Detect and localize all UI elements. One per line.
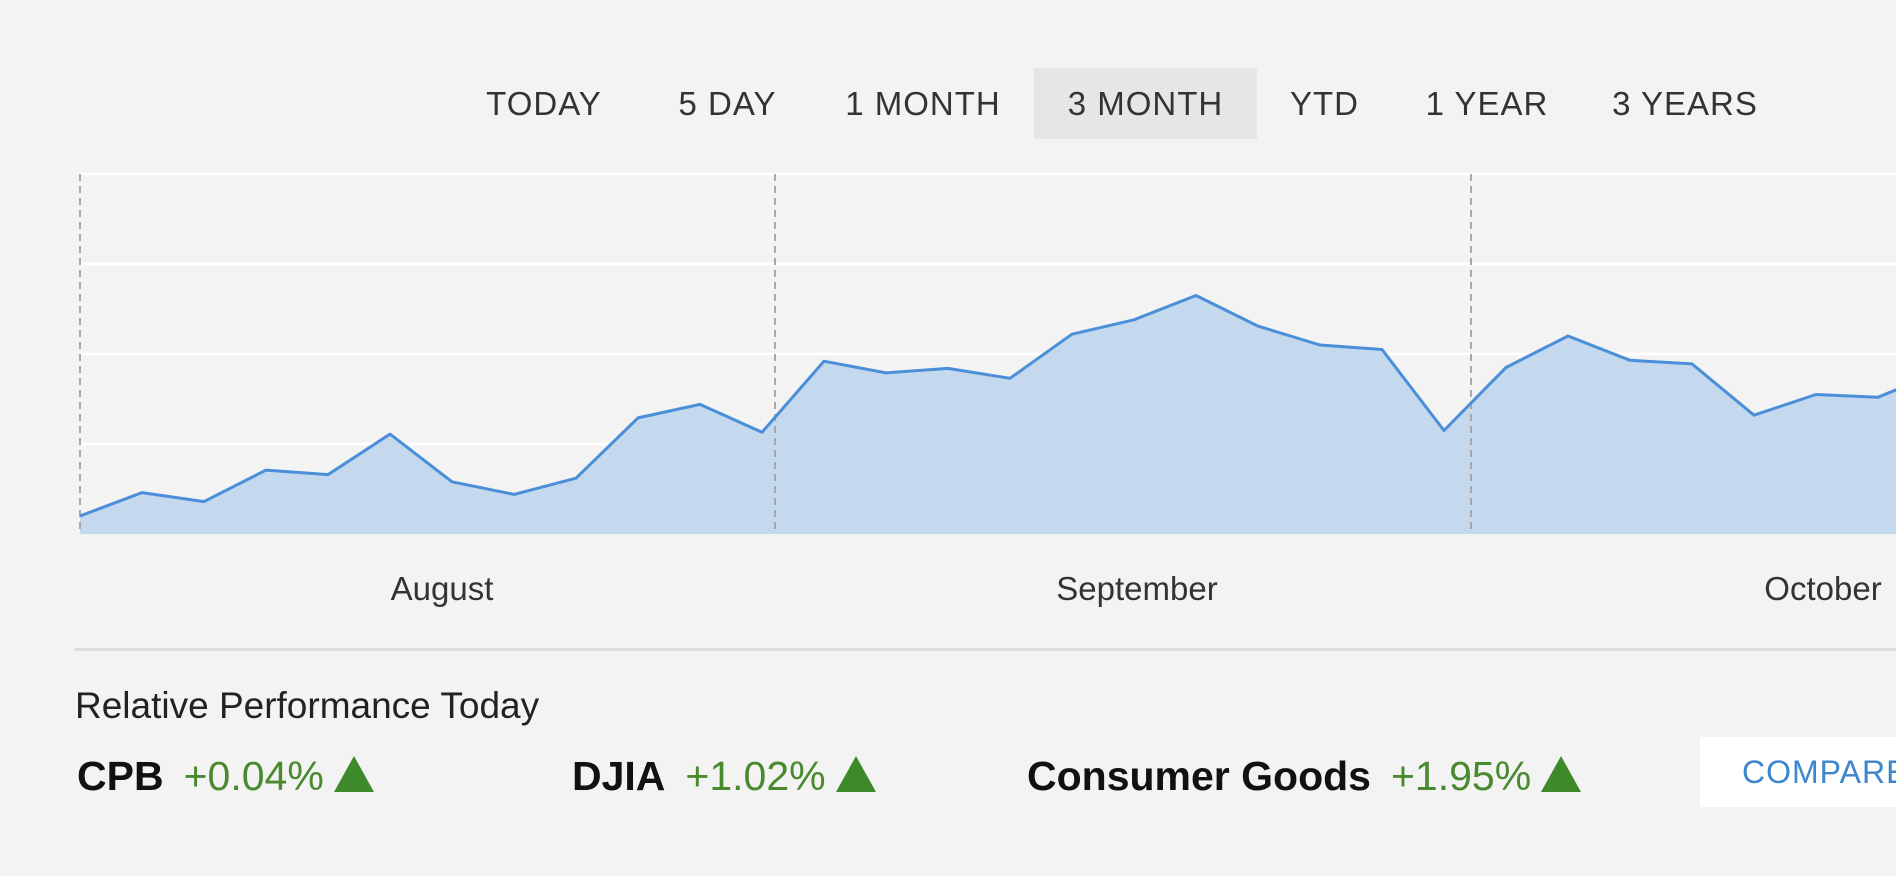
ticker-name: DJIA [572,752,666,799]
up-arrow-icon [333,756,374,792]
relative-performance-title: Relative Performance Today [75,685,540,726]
performance-item-djia: DJIA +1.02% [572,748,876,804]
tab-ytd[interactable]: YTD [1290,84,1359,122]
performance-item-consumer-goods: Consumer Goods +1.95% [1027,748,1582,804]
price-chart: August September October [79,172,1896,607]
ticker-name: Consumer Goods [1027,752,1371,799]
up-arrow-icon [1541,756,1582,792]
section-divider [74,648,1896,651]
ticker-name: CPB [77,752,164,799]
tab-1-month[interactable]: 1 MONTH [845,84,1001,122]
tab-1-year[interactable]: 1 YEAR [1425,84,1549,122]
tab-5-day[interactable]: 5 DAY [678,84,777,122]
x-tick-label: September [1056,570,1217,607]
up-arrow-icon [835,756,876,792]
tab-3-years[interactable]: 3 YEARS [1612,84,1758,122]
compare-button[interactable]: COMPARE [1700,737,1896,807]
area-fill [80,295,1896,534]
change-value: +0.04% [183,752,324,799]
change-value: +1.02% [685,752,826,799]
tab-today[interactable]: TODAY [486,84,602,122]
performance-item-cpb: CPB +0.04% [77,748,374,804]
x-tick-label: October [1764,570,1881,607]
change-value: +1.95% [1390,752,1532,799]
tab-3-month[interactable]: 3 MONTH [1034,68,1257,139]
series-line [79,294,1896,518]
x-tick-label: August [391,570,494,607]
time-range-tabs: TODAY 5 DAY 1 MONTH 3 MONTH YTD 1 YEAR 3… [0,68,1896,139]
